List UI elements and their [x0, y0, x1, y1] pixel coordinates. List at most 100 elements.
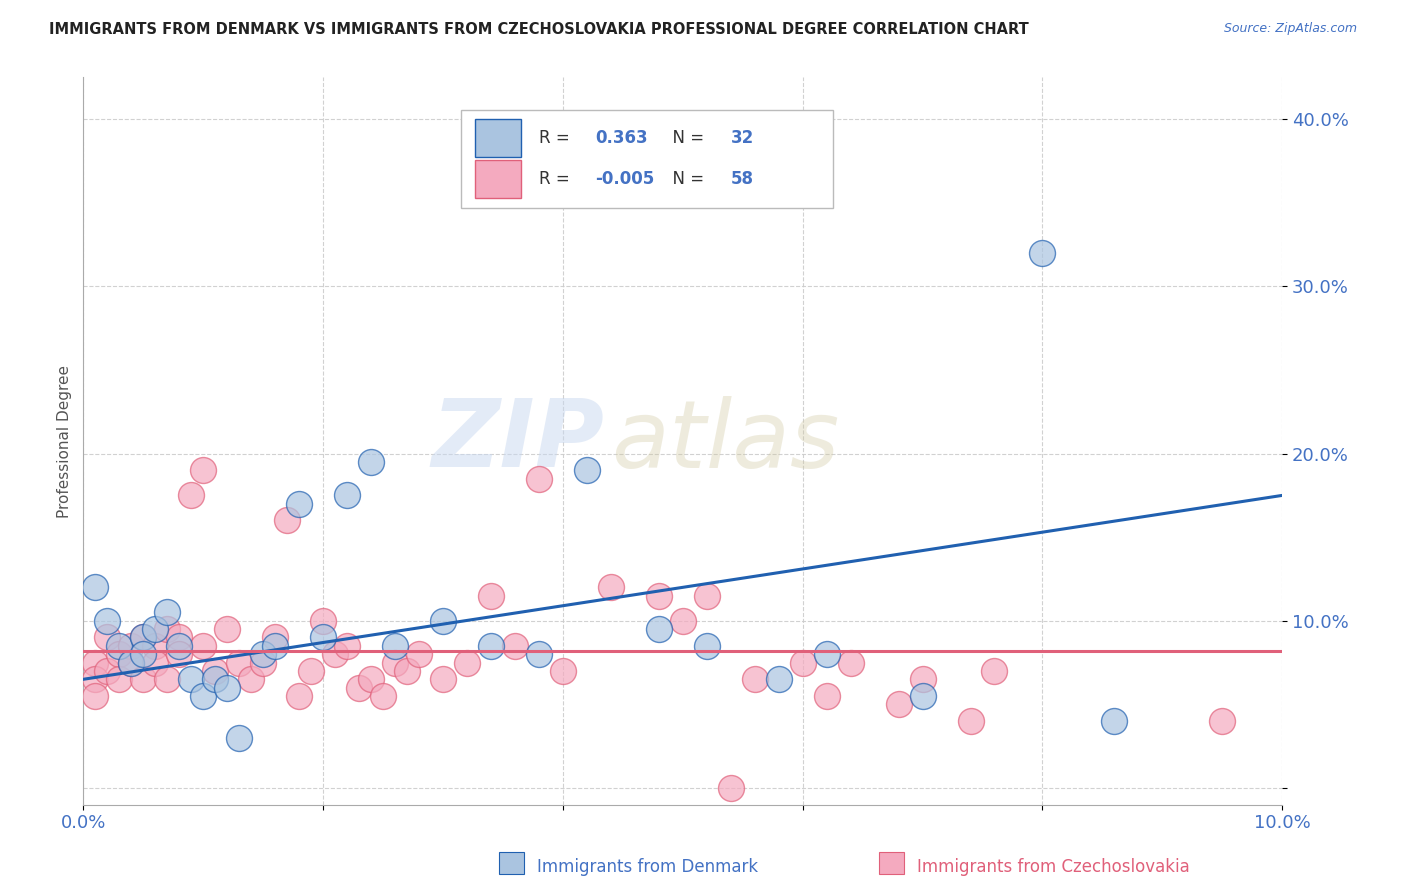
Point	[911, 689, 934, 703]
Text: Immigrants from Denmark: Immigrants from Denmark	[537, 858, 758, 876]
Text: R =: R =	[538, 170, 575, 188]
Point	[371, 689, 394, 703]
Text: R =: R =	[538, 128, 575, 147]
Point	[299, 664, 322, 678]
Point	[132, 647, 155, 661]
Point	[193, 689, 215, 703]
Point	[84, 689, 107, 703]
Point	[180, 673, 202, 687]
Point	[108, 673, 131, 687]
Point	[228, 656, 250, 670]
Point	[395, 664, 418, 678]
Point	[575, 463, 598, 477]
Point	[1211, 714, 1233, 728]
Point	[983, 664, 1005, 678]
Point	[672, 614, 695, 628]
Point	[156, 622, 179, 636]
Point	[108, 647, 131, 661]
Bar	[475, 119, 520, 157]
Point	[527, 472, 550, 486]
Point	[527, 647, 550, 661]
Point	[132, 673, 155, 687]
Point	[204, 664, 226, 678]
Point	[336, 488, 359, 502]
FancyBboxPatch shape	[461, 111, 832, 209]
Text: 0.363: 0.363	[595, 128, 648, 147]
Text: N =: N =	[662, 128, 710, 147]
Point	[143, 622, 166, 636]
Point	[84, 656, 107, 670]
Point	[217, 622, 239, 636]
Point	[84, 673, 107, 687]
Text: -0.005: -0.005	[595, 170, 654, 188]
Point	[276, 513, 298, 527]
Point	[132, 631, 155, 645]
Point	[744, 673, 766, 687]
Point	[167, 631, 190, 645]
Point	[360, 455, 382, 469]
Point	[720, 780, 742, 795]
Point	[132, 631, 155, 645]
Point	[240, 673, 263, 687]
Text: 32: 32	[731, 128, 754, 147]
Point	[167, 639, 190, 653]
Point	[1104, 714, 1126, 728]
Text: Source: ZipAtlas.com: Source: ZipAtlas.com	[1223, 22, 1357, 36]
Point	[384, 639, 406, 653]
Point	[815, 689, 838, 703]
Point	[551, 664, 574, 678]
Point	[84, 580, 107, 594]
Point	[792, 656, 814, 670]
Bar	[879, 852, 904, 874]
Point	[360, 673, 382, 687]
Point	[143, 639, 166, 653]
Point	[323, 647, 346, 661]
Point	[648, 622, 671, 636]
Point	[312, 614, 335, 628]
Point	[479, 589, 502, 603]
Text: 58: 58	[731, 170, 754, 188]
Point	[264, 631, 287, 645]
Point	[120, 639, 142, 653]
Point	[815, 647, 838, 661]
Point	[167, 647, 190, 661]
Point	[96, 614, 118, 628]
Point	[143, 656, 166, 670]
Point	[252, 647, 274, 661]
Point	[456, 656, 478, 670]
Point	[432, 614, 454, 628]
Point	[336, 639, 359, 653]
Point	[911, 673, 934, 687]
Text: atlas: atlas	[610, 395, 839, 486]
Text: N =: N =	[662, 170, 710, 188]
Point	[228, 731, 250, 745]
Bar	[475, 161, 520, 198]
Point	[312, 631, 335, 645]
Point	[1031, 246, 1053, 260]
Point	[96, 631, 118, 645]
Point	[887, 698, 910, 712]
Point	[217, 681, 239, 695]
Point	[120, 656, 142, 670]
Point	[696, 639, 718, 653]
Point	[96, 664, 118, 678]
Point	[120, 656, 142, 670]
Point	[264, 639, 287, 653]
Point	[108, 639, 131, 653]
Bar	[499, 852, 524, 874]
Point	[193, 463, 215, 477]
Point	[432, 673, 454, 687]
Point	[193, 639, 215, 653]
Point	[252, 656, 274, 670]
Point	[839, 656, 862, 670]
Point	[599, 580, 621, 594]
Point	[180, 488, 202, 502]
Point	[696, 589, 718, 603]
Point	[384, 656, 406, 670]
Point	[503, 639, 526, 653]
Text: ZIP: ZIP	[432, 395, 605, 487]
Point	[204, 673, 226, 687]
Point	[768, 673, 790, 687]
Point	[347, 681, 370, 695]
Point	[156, 673, 179, 687]
